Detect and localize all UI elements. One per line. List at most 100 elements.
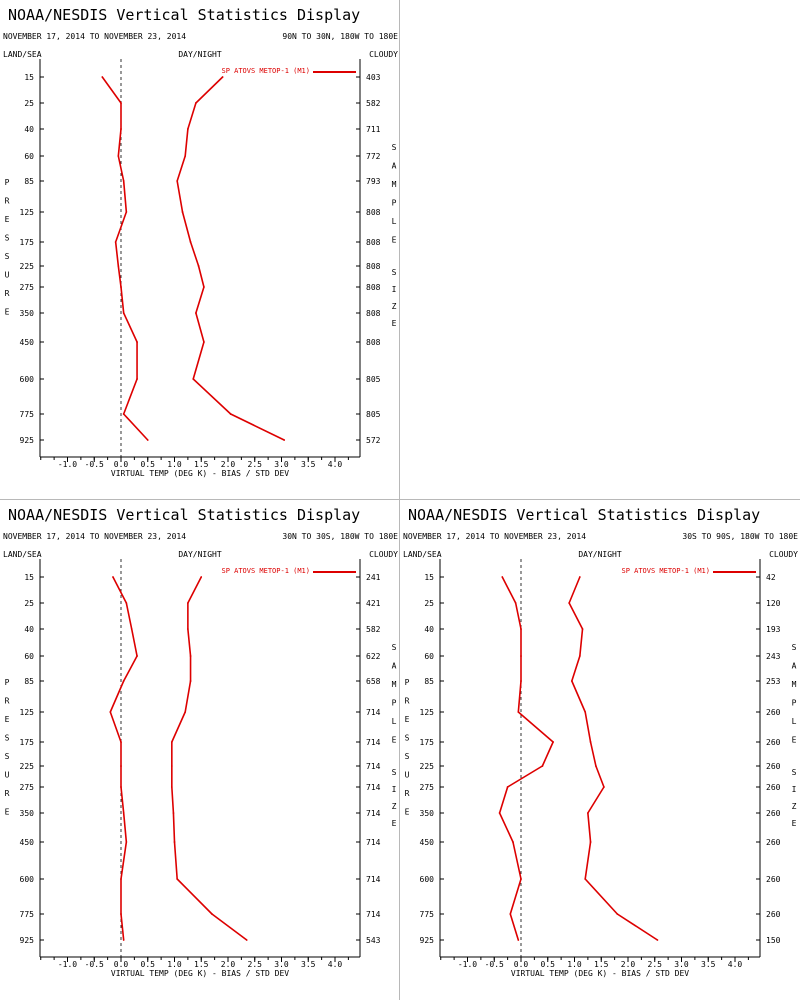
- bias-series-segment: [122, 378, 138, 415]
- pressure-tick-label: 450: [420, 838, 435, 847]
- sample-size-label: 260: [766, 910, 781, 919]
- std-dev-series-point: [595, 765, 597, 767]
- sample-size-label: 253: [766, 677, 781, 686]
- std-dev-series-segment: [195, 312, 205, 343]
- sample-size-label: 714: [366, 838, 381, 847]
- std-dev-series-segment: [584, 878, 619, 915]
- x-tick-label: 1.5: [194, 960, 209, 969]
- sample-size-label: 543: [366, 936, 381, 945]
- std-dev-series-segment: [197, 265, 205, 288]
- std-dev-series-segment: [192, 378, 232, 415]
- sample-size-label: 243: [766, 652, 781, 661]
- std-dev-series-point: [616, 913, 619, 915]
- pressure-axis-letter: R: [405, 789, 410, 798]
- pressure-tick-label: 600: [20, 875, 35, 884]
- sample-size-label: 622: [366, 652, 381, 661]
- bias-series-segment: [509, 878, 522, 915]
- pressure-tick-label: 925: [420, 936, 435, 945]
- sample-size-label: 260: [766, 738, 781, 747]
- sample-axis-letter: E: [792, 736, 797, 745]
- std-dev-series-point: [584, 711, 586, 713]
- x-tick-label: 2.0: [221, 460, 236, 469]
- bias-series-segment: [109, 680, 125, 713]
- bias-series-point: [498, 812, 501, 814]
- chart-svg: NOAA/NESDIS Vertical Statistics Display N…: [403, 506, 798, 978]
- std-dev-series-segment: [579, 628, 584, 657]
- std-dev-series-segment: [587, 812, 592, 843]
- bias-series-point: [520, 680, 522, 682]
- std-dev-series-point: [189, 655, 192, 657]
- std-dev-series-point: [283, 439, 285, 441]
- pressure-tick-label: 175: [20, 738, 35, 747]
- size-axis-letter: I: [792, 785, 797, 794]
- sample-size-label: 260: [766, 875, 781, 884]
- bias-series-segment: [109, 711, 122, 743]
- pressure-tick-label: 40: [24, 125, 34, 134]
- sample-axis-letter: A: [792, 662, 797, 671]
- bias-series-segment: [517, 711, 554, 743]
- sample-size-label: 714: [366, 910, 381, 919]
- pressure-tick-label: 350: [420, 809, 435, 818]
- x-axis-title: VIRTUAL TEMP (DEG K) - BIAS / STD DEV: [511, 969, 689, 978]
- bias-series-point: [120, 913, 122, 915]
- page-title: NOAA/NESDIS Vertical Statistics Display: [8, 6, 360, 24]
- x-tick-label: 0.0: [114, 460, 129, 469]
- sample-size-label: 260: [766, 809, 781, 818]
- std-dev-series-point: [171, 765, 173, 767]
- bias-series-segment: [122, 180, 128, 213]
- bias-series-point: [136, 341, 138, 343]
- chart-svg: NOAA/NESDIS Vertical Statistics Display N…: [3, 6, 398, 478]
- stats-panel-south: NOAA/NESDIS Vertical Statistics Display N…: [400, 500, 800, 1000]
- x-tick-label: -1.0: [58, 460, 77, 469]
- sample-axis-letter: P: [792, 699, 797, 708]
- pressure-tick-label: 175: [20, 238, 35, 247]
- sample-size-label: 808: [366, 283, 381, 292]
- bias-series-segment: [517, 680, 522, 713]
- bias-series-point: [136, 655, 138, 657]
- std-dev-series-point: [197, 265, 200, 267]
- std-dev-series-segment: [176, 878, 213, 915]
- pressure-tick-label: 85: [24, 677, 34, 686]
- pressure-axis-letter: R: [5, 289, 10, 298]
- x-tick-label: -1.0: [458, 960, 477, 969]
- std-dev-series-segment: [187, 576, 203, 604]
- pressure-tick-label: 225: [420, 762, 435, 771]
- std-dev-series-segment: [173, 841, 178, 880]
- bias-series-segment: [114, 211, 128, 243]
- x-tick-label: 0.5: [141, 460, 156, 469]
- date-range: NOVEMBER 17, 2014 TO NOVEMBER 23, 2014: [3, 532, 186, 541]
- std-dev-series-segment: [589, 741, 597, 767]
- sample-size-label: 808: [366, 208, 381, 217]
- sample-size-label: 808: [366, 238, 381, 247]
- pressure-tick-label: 775: [20, 910, 35, 919]
- sample-size-label: 42: [766, 573, 776, 582]
- land-sea-label: LAND/SEA: [403, 550, 442, 559]
- bias-series-point: [501, 576, 504, 578]
- bias-series-segment: [120, 786, 125, 814]
- bias-series-point: [120, 878, 122, 880]
- pressure-tick-label: 125: [20, 208, 35, 217]
- bias-series-point: [520, 878, 522, 880]
- pressure-axis-letter: R: [5, 697, 10, 706]
- std-dev-series-segment: [571, 680, 586, 713]
- sample-size-label: 714: [366, 738, 381, 747]
- pressure-axis-letter: S: [405, 734, 410, 743]
- pressure-tick-label: 25: [24, 599, 34, 608]
- bias-series-point: [120, 765, 122, 767]
- x-tick-label: 3.5: [701, 960, 716, 969]
- x-tick-label: 1.0: [167, 960, 182, 969]
- legend-label: SP ATOVS METOP-1 (M1): [221, 567, 310, 575]
- size-axis-letter: S: [392, 268, 397, 277]
- pressure-tick-label: 85: [24, 177, 34, 186]
- std-dev-series-point: [171, 741, 173, 743]
- x-tick-label: 1.0: [167, 460, 182, 469]
- bias-series-point: [122, 413, 125, 415]
- std-dev-series-segment: [181, 211, 192, 243]
- std-dev-series-point: [187, 128, 189, 130]
- bias-series-point: [517, 711, 520, 713]
- bias-series-point: [506, 786, 509, 788]
- sample-size-label: 808: [366, 309, 381, 318]
- pressure-tick-label: 275: [20, 783, 35, 792]
- x-tick-label: 2.0: [221, 960, 236, 969]
- pressure-axis-letter: U: [5, 271, 10, 280]
